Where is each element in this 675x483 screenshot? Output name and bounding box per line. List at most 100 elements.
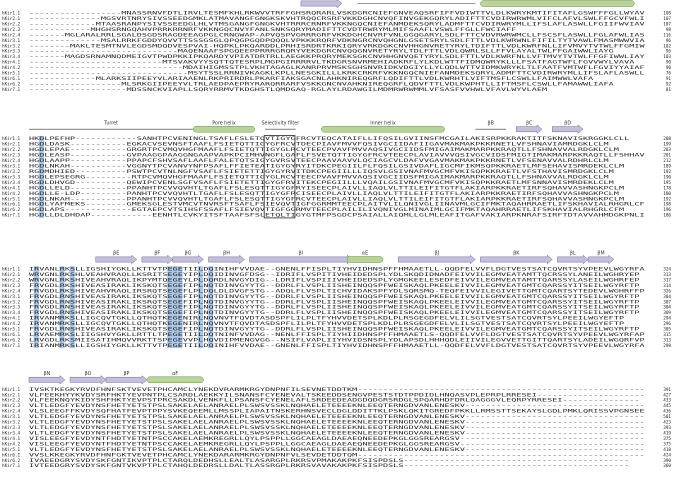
sequence-name: hKir5.1 — [2, 447, 21, 453]
sequence-name: hKir2.4 — [2, 409, 21, 415]
sequence-row: HGDLLE-LDP---------PANHTPCVVQVHTLTGAFLFS… — [29, 191, 620, 197]
structure-label: αE — [362, 251, 368, 257]
residue-number: 296 — [663, 321, 671, 327]
sequence-name: hKir5.1 — [2, 327, 21, 333]
sequence-row: VLTLEDGFYEVDYNSFHETYETSTPSLSAKELAELANRAE… — [29, 420, 645, 426]
residue-number: 313 — [663, 272, 671, 278]
strand-arrow — [557, 254, 589, 265]
sequence-row: LRVAEMRKSLIIGSHVYGKLLRTTLTPEGETIILDQTNIN… — [29, 332, 645, 338]
sequence-row: VVSLKKEGKYRVDFHNFGKTVEVETPHCAMCLYNEKDARA… — [29, 452, 645, 458]
strand-arrow — [398, 254, 476, 265]
sequence-row: VLSLEEGFFKVDYSQFHATFEVPTPPYSVKEQEEMLLMSS… — [29, 409, 645, 415]
structure-label: βH — [223, 251, 230, 257]
residue-number: 186 — [663, 213, 671, 219]
sequence-name: hKir4.1 — [2, 436, 21, 442]
sequence-name: hKir6.2 — [2, 337, 21, 343]
sequence-row: FRVGDLRKSHIVEASIRAKLIKSKQTSEGEFIPLNQTDIN… — [29, 283, 640, 289]
structure-label: Pore helix — [212, 120, 236, 126]
sequence-row: VISLEEGFYEVDYNTFHDTYETNTPSCCAKELAEMKREGR… — [29, 441, 645, 447]
structure-label: Inner helix — [370, 120, 396, 126]
sequence-row: -----------------------------MAQENAAFSPG… — [29, 49, 615, 55]
structure-label: Turret — [103, 120, 118, 126]
structure-label: Outer helix — [544, 0, 571, 1]
residue-number: 423 — [663, 420, 671, 426]
residue-number: 102 — [663, 43, 671, 49]
sequence-row: -------------------MDSSNCKVIAPLLSQRYRRMV… — [29, 87, 548, 93]
sequence-name: hKir3.2 — [2, 169, 21, 175]
structure-label: βD — [564, 120, 571, 126]
sequence-name: hKir3.1 — [2, 414, 21, 420]
sequence-name: hKir2.1 — [2, 142, 21, 148]
strand-arrow — [172, 254, 204, 265]
sequence-row: VLFEEKHYYKVDYSRFHKTYEVPNTPLCSARDLAEKKYIL… — [29, 392, 645, 398]
sequence-name: hKir4.2 — [2, 191, 21, 197]
sequence-name: hKir4.2 — [2, 441, 21, 447]
strand-arrow — [300, 0, 343, 9]
sequence-row: HGDLEPAE-----------GRGRTPCVMQVHGFMAAFLFS… — [29, 147, 620, 153]
sequence-row: LRVGDLRKSMIISATIHMQVVRKTTSPEGEVVPLHQVDIP… — [29, 337, 645, 343]
sequence-name: hKir4.1 — [2, 316, 21, 322]
structure-label: βF — [154, 251, 160, 257]
residue-number: 393 — [663, 425, 671, 431]
sequence-name: hKir6.2 — [2, 81, 21, 87]
conserved-column — [177, 266, 183, 349]
sequence-row: IVSKTKEGKYRVDFHNFSKTVEVETPHCAMCLYNEKDVRA… — [29, 387, 645, 393]
helix-bar — [146, 376, 204, 384]
sequence-row: HGDLNKAH-----------VGGNYTPCVANVYNFPSAFLF… — [29, 164, 625, 170]
sequence-name: hKir7.1 — [2, 463, 21, 469]
sequence-name: hKir2.4 — [2, 32, 21, 38]
sequence-name: hKir4.1 — [2, 185, 21, 191]
sequence-name: hKir2.3 — [2, 283, 21, 289]
sequence-name: hKir2.3 — [2, 153, 21, 159]
residue-number: 433 — [663, 398, 671, 404]
residue-number: 190 — [663, 174, 671, 180]
sequence-name: hKir3.1 — [2, 164, 21, 170]
selectivity-filter-box — [263, 135, 296, 219]
sequence-row: --------------MGSVRTNRYSIVSSEEDGMKLATMAV… — [29, 16, 645, 22]
residue-number: 116 — [663, 32, 671, 38]
residue-number: 313 — [663, 337, 671, 343]
sequence-row: ------------------MNASSRNVFDTLIRVLTESMFK… — [29, 11, 645, 17]
sequence-name: hKir5.1 — [2, 71, 21, 77]
conserved-column — [197, 266, 204, 349]
residue-number: 96 — [666, 38, 672, 44]
residue-number: 315 — [663, 332, 671, 338]
residue-number: 196 — [663, 207, 671, 213]
alignment-block-4: hKir1.1 IVSKTKEGKYRVDFHNFSKTVEVETPHCAMCLY… — [2, 371, 671, 469]
sequence-name: hKir6.1 — [2, 452, 21, 458]
residue-number: 96 — [666, 49, 672, 55]
sequence-row: HGDLAPS-------------EGTAEPCVTSIHSFSSAFLF… — [29, 207, 625, 213]
residue-number: 90 — [666, 65, 672, 71]
sequence-row: FRVGDLRNSHIVEASIRAKLIKSKQTSEGEFIPLNQTDIN… — [29, 305, 640, 311]
sequence-row: VLTLEDGFYEVDYNSFHETYETSTPSLSAKELAELANRAE… — [29, 403, 645, 409]
sequence-name: hKir6.1 — [2, 332, 21, 338]
residue-number: 375 — [663, 441, 671, 447]
sequence-row: ------------------------------MDAIHIGMSS… — [29, 65, 645, 71]
residue-number: 294 — [663, 316, 671, 322]
strand-arrow — [208, 254, 245, 265]
sequence-name: hKir4.2 — [2, 321, 21, 327]
residue-number: 203 — [663, 147, 671, 153]
residue-number: 199 — [663, 142, 671, 148]
sequence-name: hKir3.3 — [2, 305, 21, 311]
sequence-name: hKir7.1 — [2, 87, 21, 93]
sequence-name: hKir3.1 — [2, 38, 21, 44]
residue-number: 81 — [666, 87, 672, 93]
sequence-row: -------MAGDSRNAMNQDMEIGVTPWDPKKIPKQARDYV… — [29, 54, 645, 60]
structure-label: βL — [570, 251, 576, 257]
sequence-row: VLTLEDGFYEVDYNSFHETYETSTPSLSAKELAELANRAE… — [29, 425, 645, 431]
sequence-row: FRVGDLRNSHIVEASIRAKLIKSRQTSEGEFIPLNQTDIN… — [29, 299, 640, 305]
residue-number: 192 — [663, 196, 671, 202]
sequence-row: HGDLEPSEGRG---------RTPCVMQVHGFMAAFLFSIE… — [29, 174, 609, 180]
structure-label: βP — [123, 371, 129, 377]
sequence-row: -------MGLARALRRLSGALDSGDSRAGDEEAGPGLCRN… — [29, 32, 645, 38]
sequence-row: HKDLPEFHP------------SANHTPCVENINGLTSAFL… — [29, 136, 630, 142]
strand-arrow — [587, 254, 615, 265]
structure-label: βN — [44, 371, 51, 377]
sequence-row: HGDLNKAH-----------PPANHTPCVVQVHTLTGAFLF… — [29, 196, 625, 202]
residue-number: 424 — [663, 452, 671, 458]
sequence-row: FRVGDLRNSHIVEASIRAKLIKSKQTSEGEFIPLNQTDIN… — [29, 294, 640, 300]
structure-label: βI — [299, 251, 303, 257]
sequence-row: RGDMDHIED----------PSWTPCVTNLNGFVSAFLFSI… — [29, 169, 615, 175]
sequence-row: WRVGNLRKSHIVEAHVRAQLIKPYMTQEGEYLPLDQRDLN… — [29, 277, 640, 283]
